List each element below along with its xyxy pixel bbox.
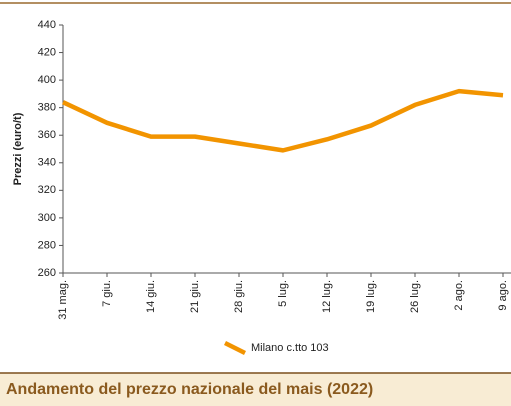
x-tick-label: 14 giu. bbox=[145, 280, 157, 313]
legend-label: Milano c.tto 103 bbox=[251, 342, 329, 354]
y-tick-label: 400 bbox=[38, 74, 56, 86]
x-tick-label: 5 lug. bbox=[277, 280, 289, 307]
y-tick-label: 300 bbox=[38, 212, 56, 224]
y-tick-label: 420 bbox=[38, 46, 56, 58]
x-tick-label: 28 giu. bbox=[233, 280, 245, 313]
x-tick-label: 9 ago. bbox=[497, 280, 509, 311]
x-tick-label: 31 mag. bbox=[57, 280, 69, 320]
y-tick-label: 440 bbox=[38, 19, 56, 31]
y-tick-label: 340 bbox=[38, 157, 56, 169]
y-tick-label: 360 bbox=[38, 129, 56, 141]
legend-swatch bbox=[223, 340, 247, 356]
x-tick-label: 21 giu. bbox=[189, 280, 201, 313]
x-tick-label: 2 ago. bbox=[453, 280, 465, 311]
y-axis-label: Prezzi (euro/t) bbox=[12, 112, 24, 185]
x-tick-label: 7 giu. bbox=[101, 280, 113, 307]
chart-title: Andamento del prezzo nazionale del mais … bbox=[6, 381, 373, 398]
title-bar bbox=[0, 373, 511, 406]
y-tick-label: 260 bbox=[38, 267, 56, 279]
y-tick-label: 320 bbox=[38, 184, 56, 196]
x-tick-label: 26 lug. bbox=[409, 280, 421, 313]
y-tick-label: 280 bbox=[38, 239, 56, 251]
x-tick-label: 19 lug. bbox=[365, 280, 377, 313]
y-tick-label: 380 bbox=[38, 102, 56, 114]
data-line bbox=[62, 88, 504, 153]
x-tick-label: 12 lug. bbox=[321, 280, 333, 313]
